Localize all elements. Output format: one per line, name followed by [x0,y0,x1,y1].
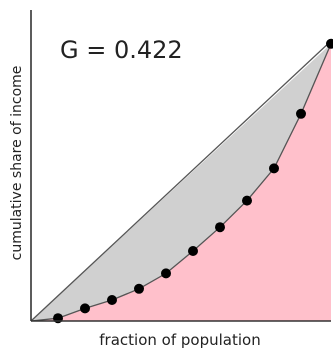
lorenz-point-6 [188,246,198,256]
equality-line [30,40,332,322]
lorenz-point-4 [134,283,144,294]
y-axis-label: cumulative share of income [9,66,25,261]
lorenz-point-7 [215,222,225,233]
lorenz-points [53,38,333,324]
lorenz-area-fill [31,43,331,322]
lorenz-point-2 [80,303,90,314]
lorenz-point-11 [326,38,333,49]
gini-annotation: G = 0.422 [60,36,183,64]
lorenz-point-9 [269,163,279,174]
lorenz-point-3 [107,295,117,305]
lorenz-point-10 [296,108,306,119]
lorenz-point-8 [242,195,252,206]
lorenz-point-5 [161,268,171,279]
x-axis-label: fraction of population [99,331,260,349]
